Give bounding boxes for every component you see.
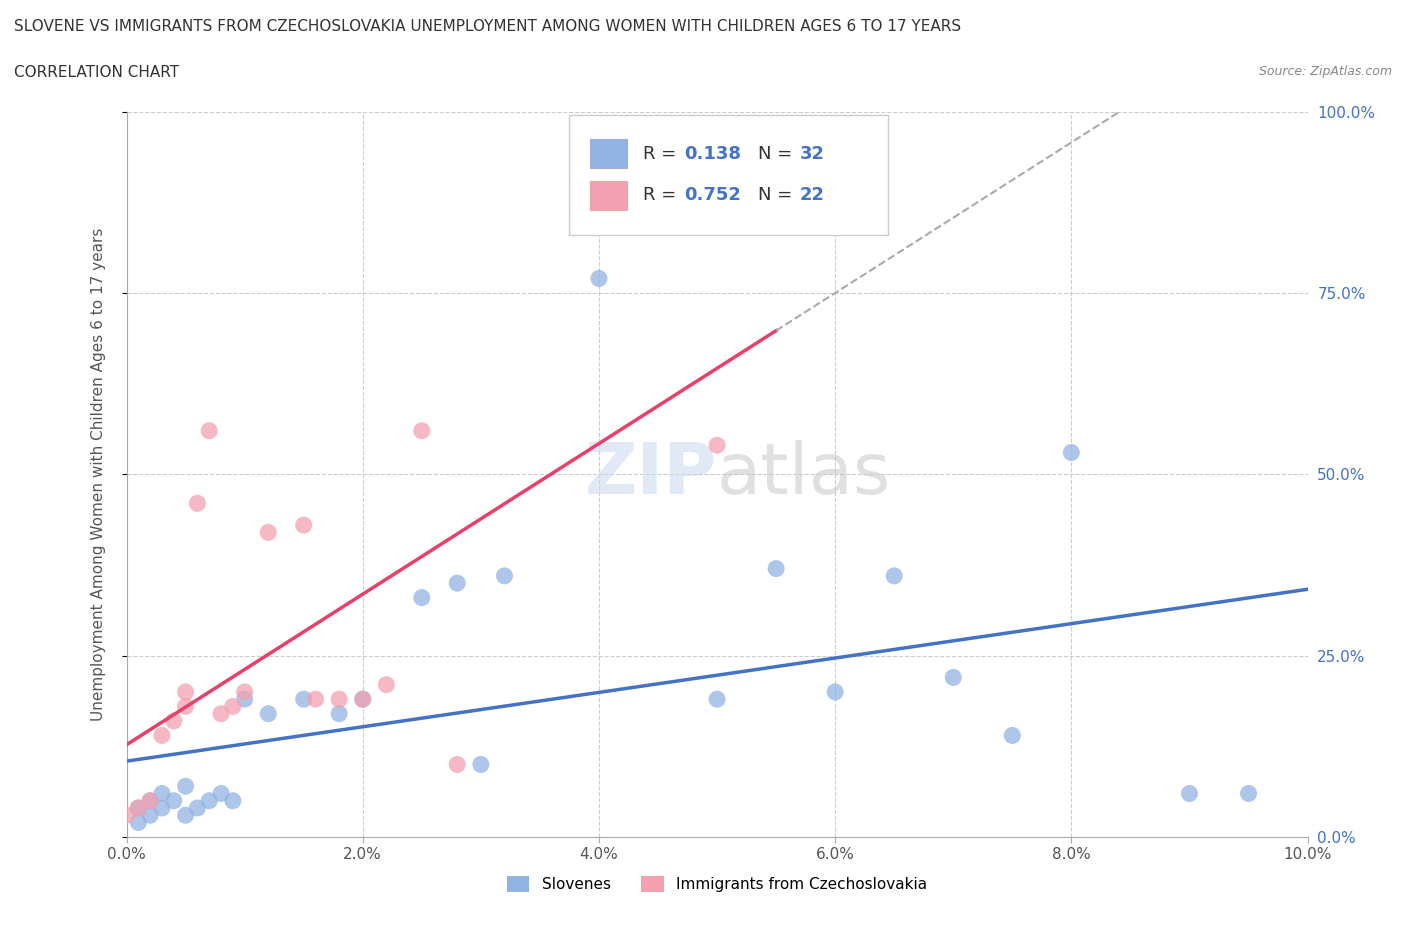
FancyBboxPatch shape <box>569 115 889 235</box>
Point <box>163 793 186 808</box>
FancyBboxPatch shape <box>589 180 627 209</box>
Text: R =: R = <box>643 186 682 204</box>
Point <box>304 692 326 707</box>
Point <box>942 670 965 684</box>
Point <box>233 692 256 707</box>
Point <box>127 801 149 816</box>
Point <box>328 692 350 707</box>
FancyBboxPatch shape <box>589 140 627 168</box>
Point <box>765 561 787 576</box>
Point <box>139 793 162 808</box>
Text: N =: N = <box>758 145 799 163</box>
Text: 0.138: 0.138 <box>683 145 741 163</box>
Point <box>186 496 208 511</box>
Point <box>352 692 374 707</box>
Point <box>883 568 905 583</box>
Point <box>1060 445 1083 460</box>
Point <box>209 786 232 801</box>
Point <box>588 271 610 286</box>
Point <box>174 699 197 714</box>
Point <box>222 699 245 714</box>
Legend: Slovenes, Immigrants from Czechoslovakia: Slovenes, Immigrants from Czechoslovakia <box>501 870 934 898</box>
Point <box>257 525 280 539</box>
Text: N =: N = <box>758 186 799 204</box>
Text: 22: 22 <box>800 186 825 204</box>
Point <box>411 423 433 438</box>
Text: atlas: atlas <box>717 440 891 509</box>
Point <box>209 706 232 721</box>
Point <box>186 801 208 816</box>
Point <box>150 786 173 801</box>
Y-axis label: Unemployment Among Women with Children Ages 6 to 17 years: Unemployment Among Women with Children A… <box>91 228 105 721</box>
Point <box>1001 728 1024 743</box>
Point <box>352 692 374 707</box>
Point <box>824 684 846 699</box>
Point <box>446 757 468 772</box>
Text: 32: 32 <box>800 145 825 163</box>
Point <box>328 706 350 721</box>
Point <box>174 778 197 793</box>
Point <box>222 793 245 808</box>
Point <box>1237 786 1260 801</box>
Point <box>257 706 280 721</box>
Text: ZIP: ZIP <box>585 440 717 509</box>
Text: R =: R = <box>643 145 682 163</box>
Point <box>292 692 315 707</box>
Point <box>174 808 197 823</box>
Point <box>174 684 197 699</box>
Text: SLOVENE VS IMMIGRANTS FROM CZECHOSLOVAKIA UNEMPLOYMENT AMONG WOMEN WITH CHILDREN: SLOVENE VS IMMIGRANTS FROM CZECHOSLOVAKI… <box>14 19 962 33</box>
Text: CORRELATION CHART: CORRELATION CHART <box>14 65 179 80</box>
Point <box>139 808 162 823</box>
Point <box>163 713 186 728</box>
Point <box>706 692 728 707</box>
Point <box>411 591 433 605</box>
Point <box>765 155 787 170</box>
Point <box>1178 786 1201 801</box>
Point <box>292 518 315 533</box>
Point <box>446 576 468 591</box>
Text: Source: ZipAtlas.com: Source: ZipAtlas.com <box>1258 65 1392 78</box>
Point <box>375 677 398 692</box>
Point <box>198 423 221 438</box>
Text: 0.752: 0.752 <box>683 186 741 204</box>
Point <box>233 684 256 699</box>
Point <box>494 568 516 583</box>
Point <box>150 801 173 816</box>
Point <box>706 438 728 453</box>
Point <box>139 793 162 808</box>
Point <box>150 728 173 743</box>
Point <box>115 808 138 823</box>
Point <box>127 801 149 816</box>
Point <box>127 815 149 830</box>
Point <box>470 757 492 772</box>
Point <box>198 793 221 808</box>
